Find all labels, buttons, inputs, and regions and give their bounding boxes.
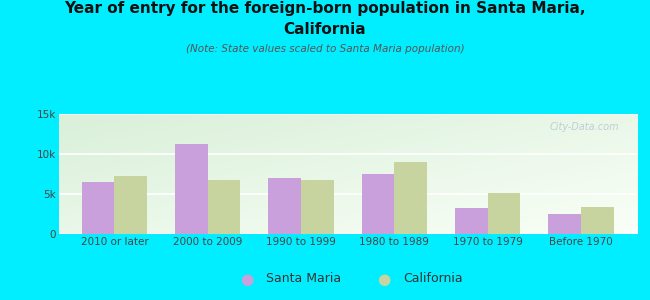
- Text: ●: ●: [377, 272, 390, 286]
- Text: (Note: State values scaled to Santa Maria population): (Note: State values scaled to Santa Mari…: [186, 44, 464, 53]
- Bar: [82, 182, 114, 234]
- Bar: [208, 180, 240, 234]
- Bar: [268, 178, 301, 234]
- Bar: [114, 176, 147, 234]
- Bar: [395, 162, 427, 234]
- Text: Santa Maria: Santa Maria: [266, 272, 342, 286]
- Text: California: California: [283, 22, 367, 38]
- Text: City-Data.com: City-Data.com: [550, 122, 619, 132]
- Bar: [362, 174, 395, 234]
- Bar: [488, 193, 521, 234]
- Text: ●: ●: [240, 272, 254, 286]
- Text: California: California: [403, 272, 463, 286]
- Text: Year of entry for the foreign-born population in Santa Maria,: Year of entry for the foreign-born popul…: [64, 2, 586, 16]
- Bar: [581, 207, 614, 234]
- Bar: [301, 180, 333, 234]
- Bar: [549, 214, 581, 234]
- Bar: [455, 208, 488, 234]
- Bar: [175, 144, 208, 234]
